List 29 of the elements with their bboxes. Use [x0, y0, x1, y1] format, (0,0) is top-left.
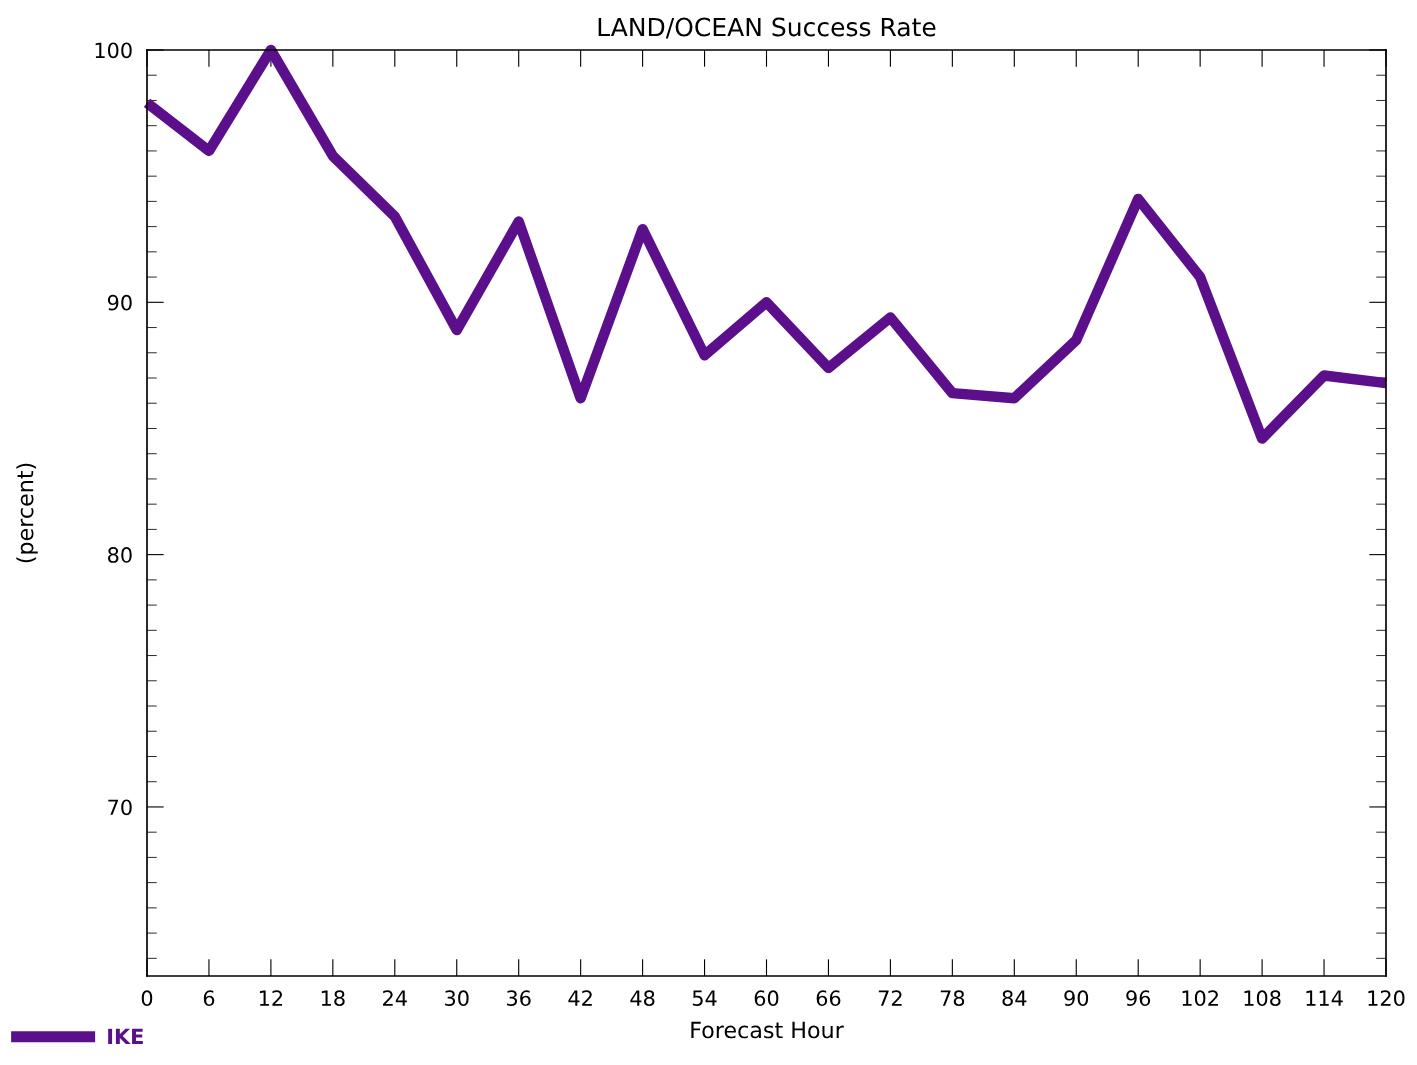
x-tick-label: 36 — [507, 990, 531, 1007]
y-tick-label: 90 — [107, 294, 132, 311]
legend-label: IKE — [108, 1028, 143, 1044]
y-axis-title: (percent) — [16, 463, 38, 563]
x-tick-label: 0 — [141, 990, 153, 1007]
y-tick-label: 70 — [108, 799, 132, 816]
x-tick-label: 54 — [692, 990, 717, 1007]
x-tick-label: 66 — [816, 990, 841, 1007]
x-tick-label: 108 — [1244, 990, 1281, 1007]
x-tick-label: 96 — [1126, 990, 1151, 1007]
x-tick-label: 6 — [203, 990, 215, 1007]
x-tick-label: 114 — [1306, 990, 1343, 1006]
x-tick-label: 30 — [445, 990, 469, 1007]
x-tick-label: 72 — [878, 990, 902, 1006]
x-tick-label: 12 — [259, 990, 283, 1006]
x-axis-title: Forecast Hour — [691, 1021, 844, 1039]
x-tick-label: 60 — [754, 990, 779, 1007]
y-tick-label: 80 — [108, 547, 132, 563]
x-tick-label: 102 — [1182, 990, 1218, 1007]
x-tick-label: 78 — [940, 990, 965, 1007]
x-tick-label: 42 — [568, 990, 592, 1006]
x-tick-label: 84 — [1002, 990, 1027, 1007]
x-tick-label: 90 — [1064, 990, 1089, 1007]
x-tick-label: 48 — [630, 990, 655, 1007]
x-tick-label: 120 — [1368, 990, 1405, 1007]
x-tick-label: 24 — [383, 990, 407, 1006]
x-tick-label: 18 — [321, 990, 345, 1007]
chart-title: LAND/OCEAN Success Rate — [598, 17, 936, 39]
y-tick-label: 100 — [95, 42, 132, 59]
